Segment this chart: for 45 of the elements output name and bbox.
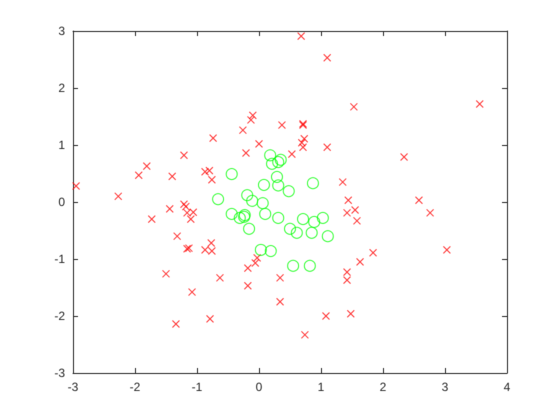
point: [256, 197, 269, 210]
point: [212, 193, 224, 206]
point: [306, 177, 319, 190]
point: [304, 260, 316, 272]
y-tick-label: 3: [58, 24, 66, 38]
y-tick-label: 0: [58, 195, 66, 209]
point: [272, 179, 284, 192]
point: [287, 260, 300, 272]
y-tick-label: -2: [54, 309, 66, 323]
y-tick-label: -1: [54, 252, 66, 266]
x-tick-label: 0: [256, 380, 263, 394]
y-tick-label: -3: [54, 366, 66, 380]
point: [282, 185, 295, 198]
point: [290, 226, 303, 239]
point: [246, 194, 258, 207]
point: [264, 245, 277, 258]
point: [226, 208, 238, 220]
point: [264, 149, 276, 162]
point: [241, 189, 254, 202]
y-tick-label: 1: [58, 138, 66, 152]
x-tick-label: 1: [318, 380, 325, 394]
x-tick-label: -3: [68, 380, 79, 394]
point: [272, 156, 284, 168]
point: [316, 212, 329, 224]
point: [270, 170, 283, 183]
point: [284, 222, 296, 235]
x-tick-label: 3: [442, 380, 449, 394]
point: [234, 212, 246, 224]
point: [266, 158, 278, 170]
point: [258, 178, 270, 191]
point: [226, 168, 238, 180]
y-tick-label: 2: [58, 81, 66, 95]
point: [322, 230, 334, 242]
point: [306, 226, 318, 239]
point: [254, 244, 267, 256]
x-tick-label: -2: [130, 380, 141, 394]
point: [243, 222, 256, 235]
point: [259, 208, 272, 220]
point: [272, 212, 284, 224]
x-tick-label: 4: [504, 380, 511, 394]
point: [308, 216, 320, 228]
x-tick-label: 2: [380, 380, 387, 394]
point: [297, 213, 310, 226]
x-tick-label: -1: [192, 380, 203, 394]
point: [274, 154, 287, 166]
